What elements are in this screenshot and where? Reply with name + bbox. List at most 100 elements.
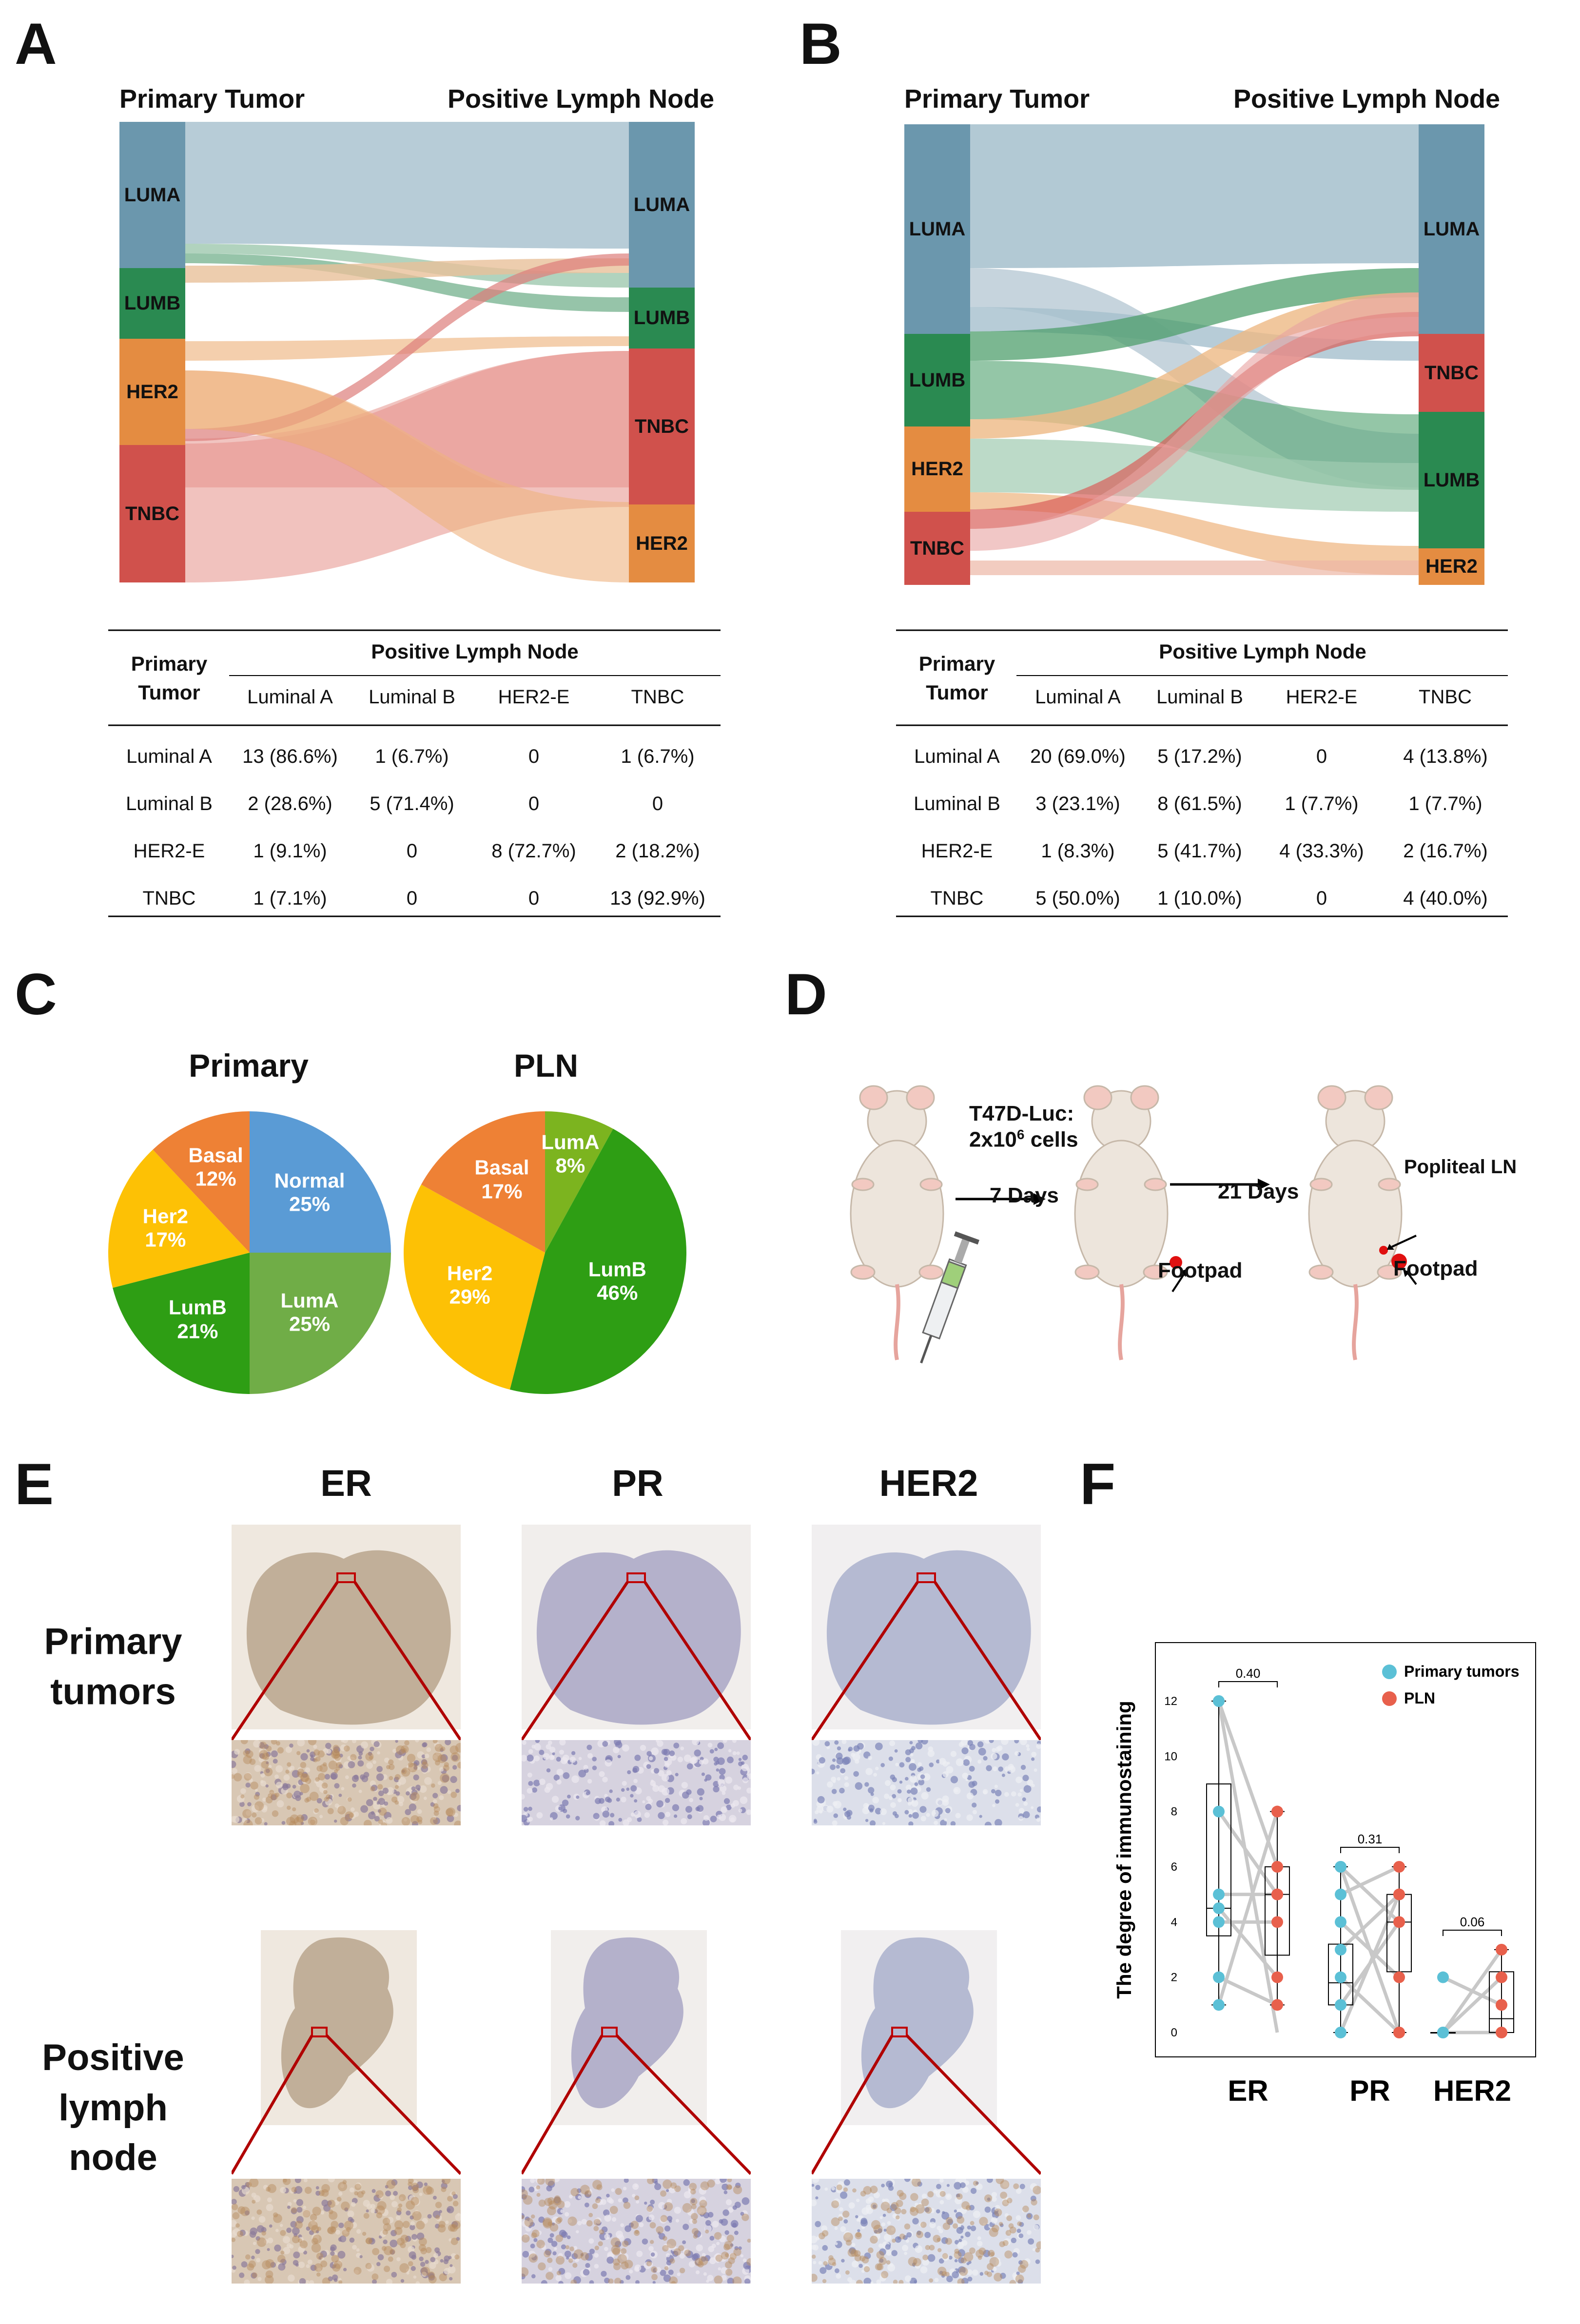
table_a-cell-1-2: 0 — [528, 793, 540, 814]
ihc-row-primary: Primary tumors — [44, 1617, 182, 1717]
point-pln-ER-4 — [1271, 1916, 1283, 1928]
ihc-primary-tissue-0 — [246, 1550, 451, 1725]
table_a-cell-0-3: 1 (6.7%) — [621, 746, 695, 767]
cell-count-prefix: 2x10 — [969, 1127, 1017, 1152]
pie-slice-lumb — [113, 1253, 250, 1394]
point-pln-PR-7 — [1393, 2027, 1405, 2038]
table-a-col-0: Luminal A — [247, 686, 333, 708]
ihc-row-primary-text: Primary tumors — [44, 1621, 182, 1712]
legend-label-1: PLN — [1404, 1689, 1435, 1707]
popliteal-label: Popliteal LN — [1404, 1156, 1517, 1178]
pair-line-7 — [1217, 1811, 1279, 2006]
ihc-primary-micro-2 — [812, 1740, 1041, 1825]
table_a-row-label-3: TNBC — [142, 888, 196, 909]
pie-chart-pln — [404, 1111, 686, 1394]
table-b-corner: Primary Tumor — [918, 652, 995, 704]
table_b-row-label-2: HER2-E — [921, 840, 993, 862]
pie-slice-her2 — [108, 1149, 250, 1288]
panel-label-d: D — [785, 962, 827, 1027]
table_b-cell-1-3: 1 (7.7%) — [1408, 793, 1482, 814]
table_b-row-label-1: Luminal B — [914, 793, 1000, 814]
point-primary-PR-3 — [1335, 1944, 1346, 1956]
table_a-cell-3-0: 1 (7.1%) — [253, 888, 327, 909]
pie-label-pie-primary-basal: Basal 12% — [188, 1143, 243, 1190]
table_a-cell-2-0: 1 (9.1%) — [253, 840, 327, 862]
pie-slice-luma — [250, 1253, 391, 1394]
pair-line-2 — [1217, 1810, 1279, 1896]
ihc-lymph-tissue-1 — [571, 1937, 683, 2109]
point-primary-ER-2 — [1213, 1805, 1225, 1818]
chart-frame — [1155, 1642, 1536, 2057]
step-1-label: 7 Days — [990, 1183, 1059, 1207]
point-primary-ER-5 — [1213, 1902, 1225, 1914]
table_a-cell-3-2: 0 — [528, 888, 540, 909]
table_b-cell-2-3: 2 (16.7%) — [1403, 840, 1488, 862]
pie-primary-title: Primary — [189, 1047, 309, 1084]
table-b-col-0: Luminal A — [1035, 686, 1121, 708]
table-rules — [108, 629, 1508, 917]
point-primary-PR-4 — [1335, 1971, 1346, 1983]
sankey-b-flows — [970, 124, 1419, 575]
ihc-lymph-tissue-2 — [861, 1937, 974, 2109]
ihc-row-lymph: Positive lymph node — [42, 2033, 184, 2183]
pair-line-12 — [1339, 1976, 1401, 2034]
footpad-label-1: Footpad — [1158, 1259, 1243, 1282]
ihc-col-her2: HER2 — [879, 1463, 978, 1504]
step-2-label: 21 Days — [1218, 1180, 1299, 1203]
sankey-b-right-luma: LUMA — [1419, 124, 1484, 334]
point-pln-PR-6 — [1393, 1888, 1405, 1900]
mouse-1 — [850, 1085, 944, 1360]
legend-marker-1 — [1382, 1691, 1397, 1706]
pvalue-HER2: 0.06 — [1460, 1915, 1485, 1929]
point-primary-PR-2 — [1335, 1916, 1346, 1928]
category-label-PR: PR — [1349, 2074, 1390, 2107]
pie-slice-basal — [421, 1111, 545, 1253]
pie-slice-normal — [250, 1111, 391, 1253]
table_b-row-label-3: TNBC — [930, 888, 984, 909]
pie-label-pie-primary-normal: Normal 25% — [274, 1169, 345, 1216]
pvalue-bracket-ER — [1218, 1681, 1278, 1687]
y-tick-4: 8 — [1171, 1805, 1177, 1819]
point-primary-HER2-0 — [1437, 1971, 1449, 1983]
sankey-a-left-lumb: LUMB — [119, 268, 185, 339]
ihc-zoom-lines-lymph-2 — [812, 2034, 1041, 2175]
ihc-primary-micro-0 — [232, 1740, 461, 1825]
mouse-2 — [1074, 1085, 1169, 1360]
ihc-zoom-lines-lymph-1 — [522, 2034, 751, 2175]
y-tick-5: 10 — [1164, 1750, 1177, 1763]
pair-line-0 — [1217, 1701, 1279, 2033]
table-b-col-1: Luminal B — [1156, 686, 1243, 708]
y-tick-3: 6 — [1171, 1860, 1177, 1874]
point-primary-ER-7 — [1213, 1999, 1225, 2011]
table_a-cell-0-1: 1 (6.7%) — [375, 746, 449, 767]
ihc-primary-tissue-2 — [826, 1550, 1031, 1725]
sankey-b-right-tnbc: TNBC — [1419, 334, 1484, 412]
point-pln-PR-3 — [1393, 1971, 1405, 1983]
table_a-cell-2-2: 8 (72.7%) — [491, 840, 576, 862]
y-tick-2: 4 — [1171, 1916, 1177, 1929]
sankey-a-right-her2: HER2 — [629, 504, 695, 582]
ihc-col-pr: PR — [612, 1463, 663, 1504]
point-pln-HER2-1 — [1496, 1971, 1507, 1983]
ihc-zoom-lines-primary-2 — [812, 1581, 1041, 1741]
pair-line-5 — [1217, 1907, 1279, 1978]
category-label-ER: ER — [1228, 2074, 1268, 2107]
pie-pln-title: PLN — [514, 1047, 578, 1084]
pie-label-pie-pln-luma: LumA 8% — [541, 1130, 600, 1177]
table_a-cell-3-1: 0 — [406, 888, 418, 909]
point-pln-PR-5 — [1393, 1916, 1405, 1928]
table_b-cell-0-0: 20 (69.0%) — [1030, 746, 1126, 767]
legend-marker-0 — [1382, 1665, 1397, 1679]
pvalue-ER: 0.40 — [1236, 1666, 1261, 1681]
table-a-span-header: Positive Lymph Node — [371, 640, 579, 663]
table_a-row-label-2: HER2-E — [133, 840, 205, 862]
table-b-span-header: Positive Lymph Node — [1159, 640, 1366, 663]
pie-slice-her2 — [404, 1184, 545, 1390]
panel-label-b: B — [800, 11, 842, 77]
sankey-a-left-tnbc: TNBC — [119, 445, 185, 582]
table_b-cell-3-0: 5 (50.0%) — [1035, 888, 1120, 909]
pair-line-17 — [1442, 1976, 1503, 2034]
pie-label-pie-primary-her2: Her2 17% — [142, 1204, 189, 1251]
mouse-3 — [1308, 1085, 1403, 1360]
point-pln-HER2-0 — [1496, 1944, 1507, 1956]
